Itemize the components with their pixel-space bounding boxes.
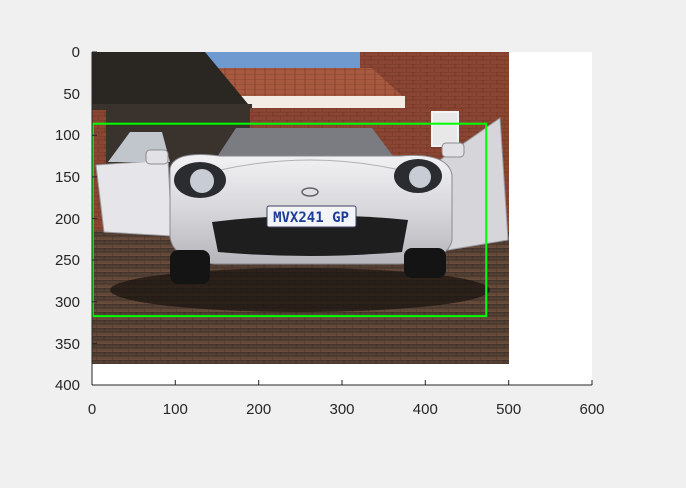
x-tick-label: 600 xyxy=(579,401,604,418)
y-tick-label: 100 xyxy=(55,127,80,144)
license-plate-text: MVX241 GP xyxy=(273,210,349,226)
y-tick-label: 350 xyxy=(55,336,80,353)
y-tick-label: 200 xyxy=(55,211,80,228)
car-photo: MVX241 GP xyxy=(92,52,509,364)
x-tick-label: 200 xyxy=(246,401,271,418)
y-tick-label: 400 xyxy=(55,377,80,394)
y-tick-label: 250 xyxy=(55,252,80,269)
y-tick-label: 50 xyxy=(63,86,80,103)
x-tick-labels: 0 100 200 300 400 500 600 xyxy=(88,401,605,418)
detection-bounding-box xyxy=(91,122,488,318)
x-tick-label: 0 xyxy=(88,401,96,418)
y-tick-label: 150 xyxy=(55,169,80,186)
x-tick-label: 100 xyxy=(163,401,188,418)
y-tick-label: 300 xyxy=(55,294,80,311)
y-tick-label: 0 xyxy=(72,44,80,61)
y-tick-labels: 0 50 100 150 200 250 300 350 400 xyxy=(55,44,80,394)
x-tick-label: 500 xyxy=(496,401,521,418)
license-plate xyxy=(266,205,357,228)
y-tick-marks xyxy=(92,51,97,386)
x-tick-label: 300 xyxy=(329,401,354,418)
x-tick-marks xyxy=(91,380,593,385)
x-tick-label: 400 xyxy=(413,401,438,418)
